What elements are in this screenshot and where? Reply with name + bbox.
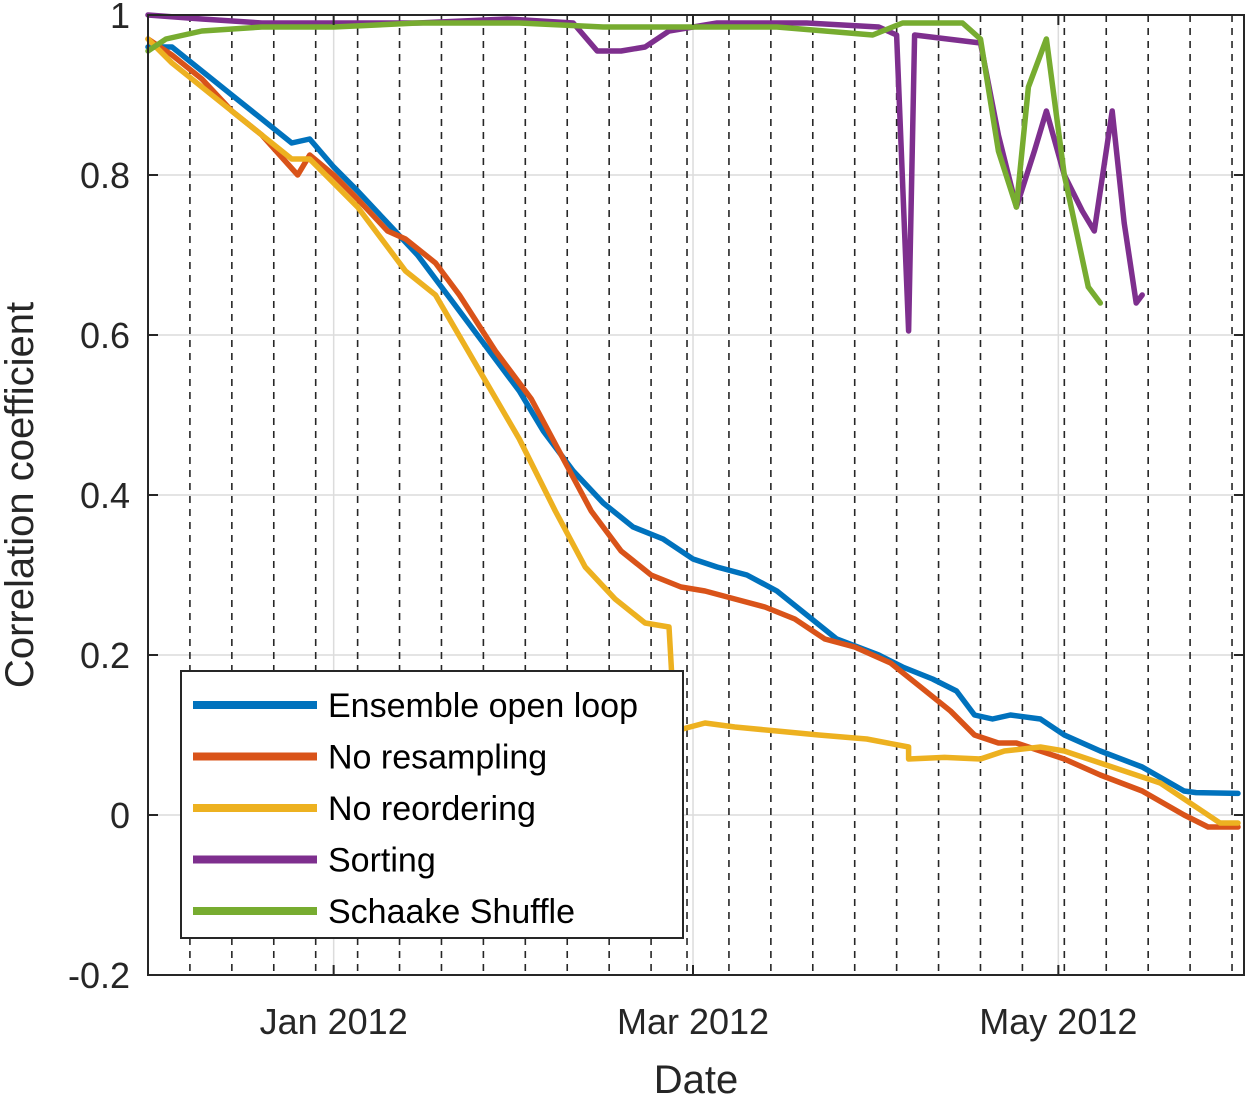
y-tick-label: 0.2: [80, 635, 130, 676]
x-axis-title: Date: [654, 1058, 739, 1097]
y-axis-title: Correlation coefficient: [0, 302, 42, 688]
legend-label: Schaake Shuffle: [328, 893, 575, 931]
x-tick-label: Jan 2012: [260, 1001, 408, 1042]
series-lines: [145, 12, 1241, 830]
legend-label: No resampling: [328, 739, 547, 777]
series-line-schaake-shuffle: [145, 20, 1104, 306]
x-tick-label: May 2012: [979, 1001, 1137, 1042]
legend: Ensemble open loop No resampling No reorde…: [180, 670, 684, 939]
legend-label: No reordering: [328, 790, 536, 828]
x-axis-ticks: Jan 2012 Mar 2012 May 2012: [260, 15, 1137, 1042]
y-tick-label: 0: [110, 795, 130, 836]
y-tick-label: 0.4: [80, 475, 130, 516]
legend-label: Sorting: [328, 842, 436, 880]
y-axis-ticks: -0.2 0 0.2 0.4 0.6 0.8 1: [68, 0, 1244, 996]
y-tick-label: 0.8: [80, 155, 130, 196]
series-line-ensemble-open-loop: [145, 44, 1241, 797]
legend-label: Ensemble open loop: [328, 687, 638, 725]
y-tick-label: 0.6: [80, 315, 130, 356]
series-line-no-reordering: [145, 36, 1241, 826]
y-tick-label: -0.2: [68, 955, 130, 996]
y-tick-label: 1: [110, 0, 130, 36]
x-tick-label: Mar 2012: [617, 1001, 769, 1042]
